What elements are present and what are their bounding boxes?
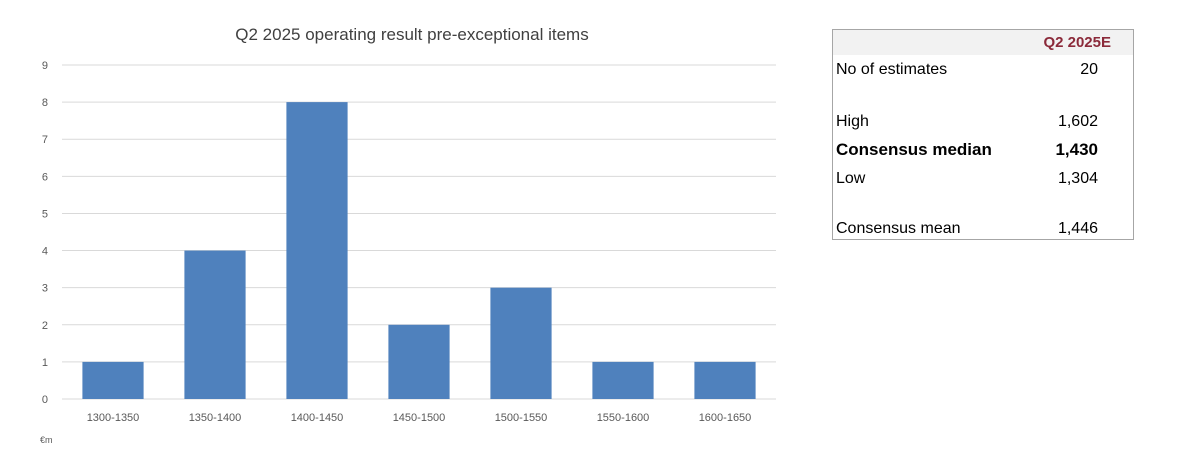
bar-1400-1450 [286,102,348,399]
row-value: 1,602 [1057,113,1098,130]
table-header: Q2 2025E [833,30,1133,55]
row-consensus-median: Consensus median 1,430 [836,140,1126,162]
bar-1350-1400 [184,250,246,399]
row-label: Low [836,170,866,187]
y-tick-label: 0 [42,394,48,406]
bar-1500-1550 [490,287,552,399]
x-tick-label: 1500-1550 [495,412,548,424]
x-tick-label: 1300-1350 [87,412,140,424]
y-tick-label: 3 [42,283,48,295]
row-value: 1,430 [1055,140,1098,159]
row-high: High 1,602 [836,113,1126,135]
y-tick-label: 8 [42,97,48,109]
bar-1300-1350 [82,361,144,399]
row-value: 1,304 [1057,170,1098,187]
chart-title: Q2 2025 operating result pre-exceptional… [235,25,588,44]
bars [82,102,756,399]
gridlines [62,64,776,400]
unit-label: €m [40,435,53,445]
x-tick-label: 1550-1600 [597,412,650,424]
y-tick-label: 5 [42,208,48,220]
y-tick-label: 7 [42,134,48,146]
bar-1600-1650 [694,361,756,399]
row-label: High [836,113,869,130]
x-tick-label: 1600-1650 [699,412,752,424]
row-label: Consensus median [836,140,992,159]
x-tick-label: 1400-1450 [291,412,344,424]
x-tick-label: 1450-1500 [393,412,446,424]
row-consensus-mean: Consensus mean 1,446 [836,220,1126,242]
bar-1450-1500 [388,324,450,399]
row-label: Consensus mean [836,220,961,237]
y-tick-label: 6 [42,171,48,183]
table-header-label: Q2 2025E [1043,34,1111,51]
row-value: 1,446 [1057,220,1098,237]
y-tick-label: 1 [42,357,48,369]
y-axis-ticks: 0 1 2 3 4 5 6 7 8 9 [42,60,48,406]
row-no-of-estimates: No of estimates 20 [836,61,1126,83]
bar-chart: Q2 2025 operating result pre-exceptional… [40,25,776,445]
y-tick-label: 2 [42,320,48,332]
row-low: Low 1,304 [836,170,1126,192]
y-tick-label: 9 [42,60,48,72]
row-label: No of estimates [836,61,948,78]
row-value: 20 [1080,61,1098,78]
bar-1550-1600 [592,361,654,399]
x-axis-ticks: 1300-1350 1350-1400 1400-1450 1450-1500 1500… [87,412,752,424]
x-tick-label: 1350-1400 [189,412,242,424]
y-tick-label: 4 [42,246,48,258]
consensus-summary-table: Q2 2025E No of estimates 20 High 1,602 C… [832,29,1134,240]
